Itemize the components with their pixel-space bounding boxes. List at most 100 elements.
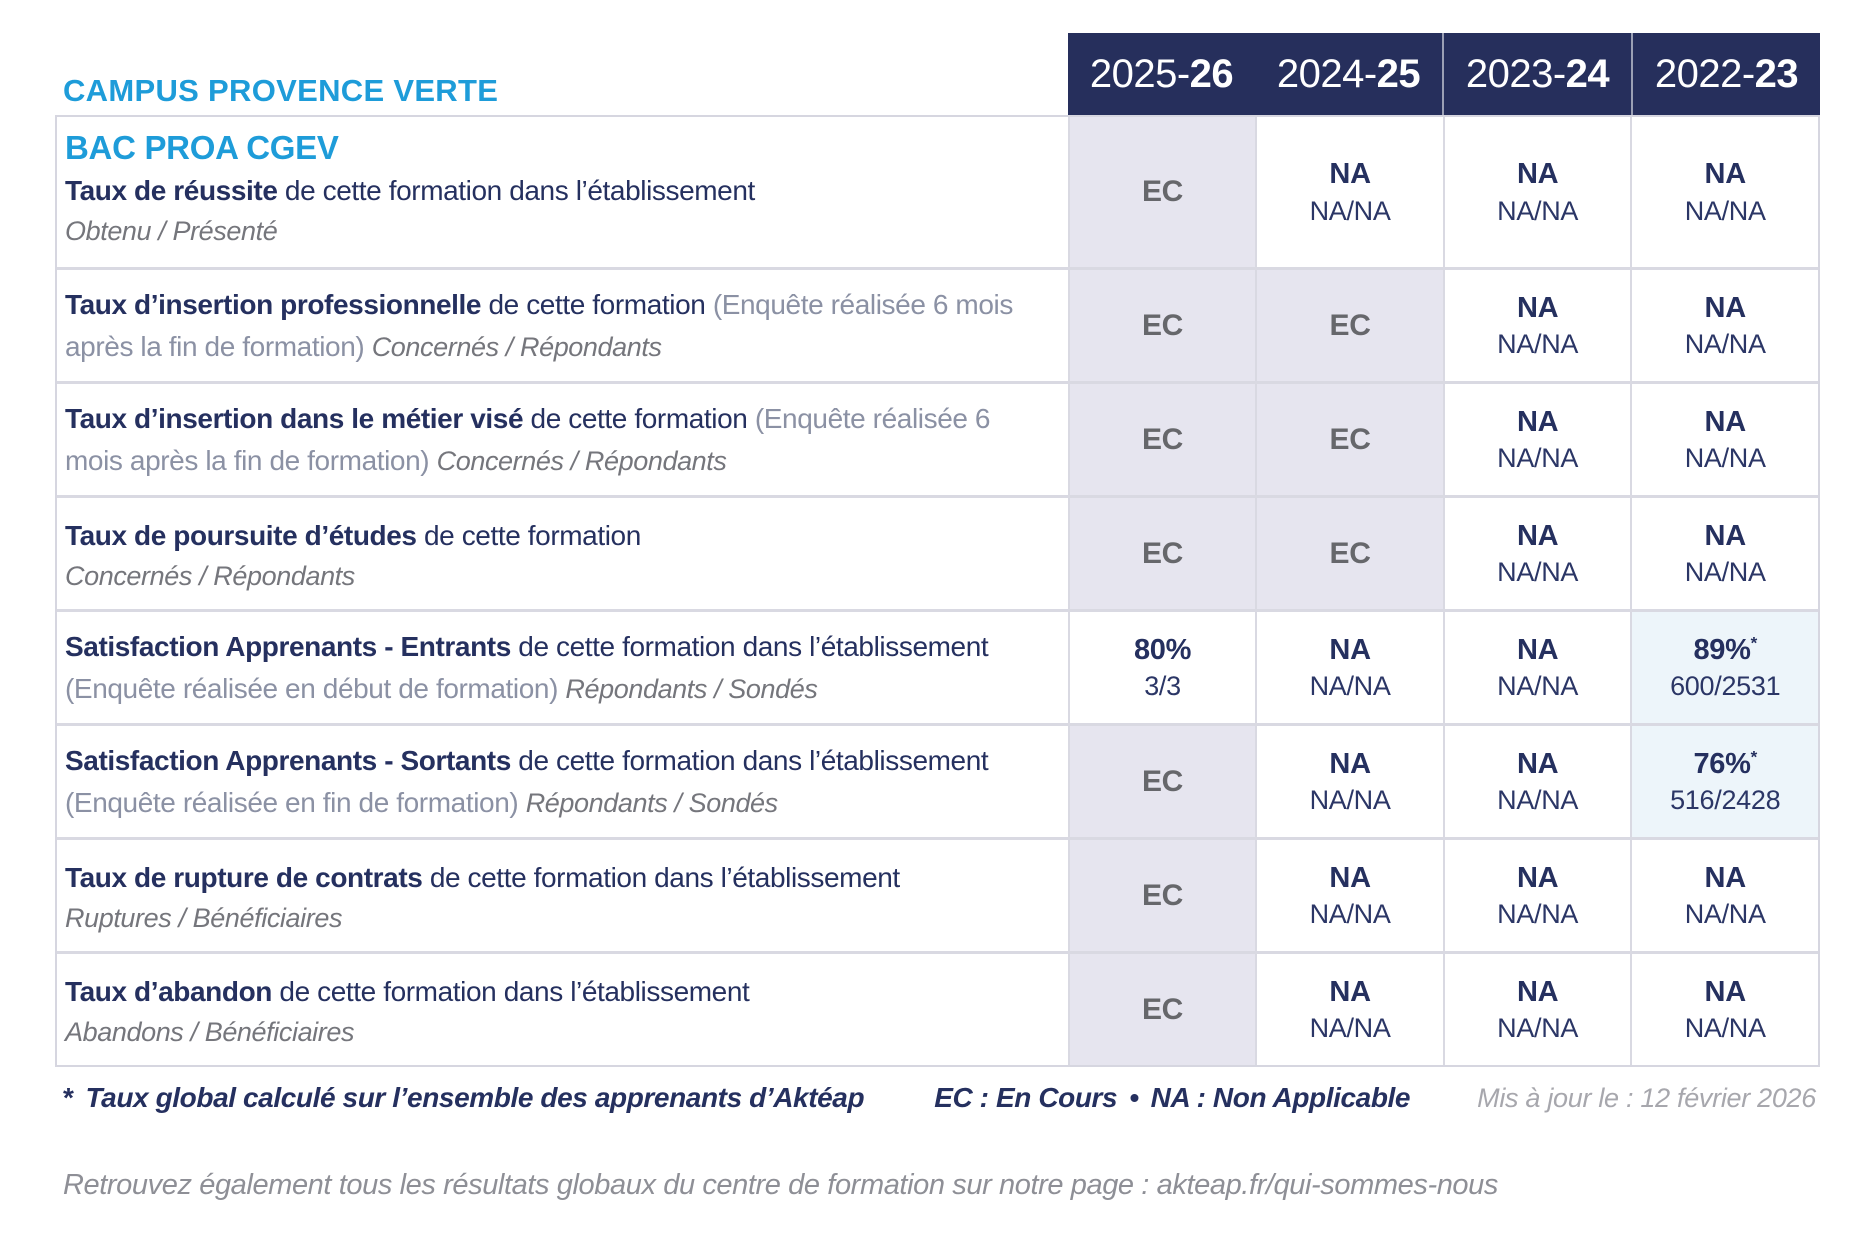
metric-sub: Répondants / Sondés	[525, 787, 778, 818]
metric-desc: de cette formation	[530, 402, 748, 434]
cell-2025-26: EC	[1067, 117, 1256, 267]
program-title: BAC PROA CGEV	[65, 129, 339, 166]
metric-sub: Concernés / Répondants	[371, 331, 662, 362]
metric-sub: Concernés / Répondants	[436, 445, 727, 476]
metric-paren: (Enquête réalisée en début de formation)	[65, 672, 558, 704]
metric-text: Satisfaction Apprenants - Entrants de ce…	[65, 626, 1034, 710]
year-end: 25	[1376, 51, 1421, 96]
year-start: 2024-	[1276, 51, 1377, 96]
cell-value: EC	[1141, 992, 1184, 1026]
cell-fraction: 3/3	[1144, 671, 1181, 702]
table-row-insertion-metier-vise: Taux d’insertion dans le métier visé de …	[57, 381, 1818, 495]
cell-fraction: 516/2428	[1670, 785, 1781, 816]
cell-fraction: NA/NA	[1497, 557, 1579, 588]
table-row-insertion-professionnelle: Taux d’insertion professionnelle de cett…	[57, 267, 1818, 381]
cell-fraction: NA/NA	[1497, 195, 1579, 226]
cell-value: 89%*	[1693, 632, 1758, 666]
metric-title: Taux de rupture de contrats	[65, 862, 423, 893]
cell-2024-25: EC	[1255, 270, 1443, 381]
year-header-bar: 2025- 26 2024- 25 2023- 24 2022- 23	[1068, 33, 1820, 115]
cell-2023-24: NA NA/NA	[1442, 117, 1631, 267]
year-column-2023-24: 2023- 24	[1442, 33, 1631, 115]
cell-2022-23: NA NA/NA	[1630, 954, 1818, 1065]
table-row-rupture-contrats: Taux de rupture de contrats de cette for…	[57, 837, 1818, 951]
row-label: Taux d’abandon de cette formation dans l…	[57, 954, 1068, 1065]
row-label: Taux de poursuite d’études de cette form…	[57, 498, 1068, 609]
table-row-taux-reussite: BAC PROA CGEV Taux de réussite de cette …	[57, 117, 1818, 267]
cell-value: EC	[1141, 422, 1184, 456]
cell-2025-26: EC	[1067, 498, 1256, 609]
metric-text: Taux d’insertion dans le métier visé de …	[65, 398, 1034, 482]
cell-value: NA	[1516, 405, 1559, 438]
cell-2022-23: NA NA/NA	[1630, 384, 1818, 495]
cell-value: NA	[1704, 861, 1747, 894]
legend: EC : En Cours • NA : Non Applicable	[934, 1082, 1410, 1114]
metric-text: Taux d’abandon de cette formation dans l…	[65, 971, 1034, 1013]
metric-sub: Ruptures / Bénéficiaires	[65, 903, 343, 933]
cell-2023-24: NA NA/NA	[1442, 498, 1631, 609]
cell-value: EC	[1141, 764, 1184, 798]
year-end: 23	[1754, 51, 1799, 96]
legend-ec: EC : En Cours	[934, 1082, 1118, 1113]
cell-value: NA	[1516, 975, 1559, 1008]
year-column-2022-23: 2022- 23	[1631, 33, 1820, 115]
cell-fraction: NA/NA	[1497, 785, 1579, 816]
metric-sub: Répondants / Sondés	[565, 673, 818, 704]
cell-2023-24: NA NA/NA	[1442, 726, 1631, 837]
cell-value: NA	[1329, 975, 1371, 1008]
footnote-text: Taux global calculé sur l’ensemble des a…	[85, 1082, 865, 1113]
cell-value: 80%	[1133, 633, 1192, 666]
cell-fraction: NA/NA	[1684, 1013, 1766, 1044]
cell-percent: 76%	[1693, 747, 1751, 780]
metric-sub: Concernés / Répondants	[65, 561, 355, 591]
metric-desc: de cette formation dans l’établissement	[284, 175, 755, 206]
cell-2023-24: NA NA/NA	[1442, 270, 1631, 381]
cell-value: NA	[1704, 519, 1747, 552]
cell-value: NA	[1516, 158, 1559, 191]
year-column-2024-25: 2024- 25	[1255, 33, 1442, 115]
metric-sub: Obtenu / Présenté	[65, 216, 278, 246]
global-results-link-text: Retrouvez également tous les résultats g…	[63, 1169, 1498, 1201]
metric-paren: (Enquête réalisée en fin de formation)	[65, 786, 519, 818]
cell-value: NA	[1329, 747, 1371, 780]
cell-fraction: NA/NA	[1309, 899, 1391, 930]
cell-fraction: NA/NA	[1684, 899, 1766, 930]
results-table: BAC PROA CGEV Taux de réussite de cette …	[55, 115, 1820, 1067]
row-label: Taux d’insertion professionnelle de cett…	[57, 270, 1068, 381]
cell-fraction: NA/NA	[1497, 329, 1579, 360]
campus-title: CAMPUS PROVENCE VERTE	[63, 73, 499, 108]
metric-title: Taux d’abandon	[65, 976, 272, 1007]
metric-sub: Abandons / Bénéficiaires	[65, 1017, 355, 1047]
footnote-asterisk: *	[1750, 632, 1758, 652]
cell-percent: 89%	[1693, 633, 1751, 666]
metric-text: Taux d’insertion professionnelle de cett…	[65, 284, 1034, 368]
cell-2025-26: 80% 3/3	[1067, 612, 1256, 723]
row-label: Satisfaction Apprenants - Entrants de ce…	[57, 612, 1068, 723]
metric-desc: de cette formation dans l’établissement	[279, 976, 750, 1007]
cell-2025-26: EC	[1067, 270, 1256, 381]
row-label: Taux d’insertion dans le métier visé de …	[57, 384, 1068, 495]
cell-fraction: NA/NA	[1497, 671, 1579, 702]
cell-value: NA	[1516, 291, 1559, 324]
year-start: 2023-	[1465, 51, 1566, 96]
row-label: Satisfaction Apprenants - Sortants de ce…	[57, 726, 1068, 837]
table-row-abandon: Taux d’abandon de cette formation dans l…	[57, 951, 1818, 1065]
metric-desc: de cette formation dans l’établissement	[518, 744, 989, 776]
metric-desc: de cette formation	[488, 288, 706, 320]
footnote-global-note: * Taux global calculé sur l’ensemble des …	[55, 1082, 865, 1114]
cell-2024-25: NA NA/NA	[1255, 612, 1443, 723]
cell-value: EC	[1141, 878, 1184, 912]
footnote-asterisk: *	[1750, 746, 1758, 766]
cell-value: EC	[1329, 536, 1371, 570]
cell-fraction: NA/NA	[1684, 195, 1766, 226]
cell-value: NA	[1704, 405, 1747, 438]
metric-title: Satisfaction Apprenants - Entrants	[65, 630, 511, 662]
cell-2022-23: 89%* 600/2531	[1630, 612, 1818, 723]
metric-desc: de cette formation dans l’établissement	[518, 630, 989, 662]
cell-value: NA	[1329, 158, 1371, 191]
cell-2024-25: EC	[1255, 498, 1443, 609]
cell-fraction: NA/NA	[1497, 899, 1579, 930]
cell-fraction: NA/NA	[1309, 671, 1391, 702]
cell-2022-23: NA NA/NA	[1630, 270, 1818, 381]
cell-2024-25: NA NA/NA	[1255, 840, 1443, 951]
